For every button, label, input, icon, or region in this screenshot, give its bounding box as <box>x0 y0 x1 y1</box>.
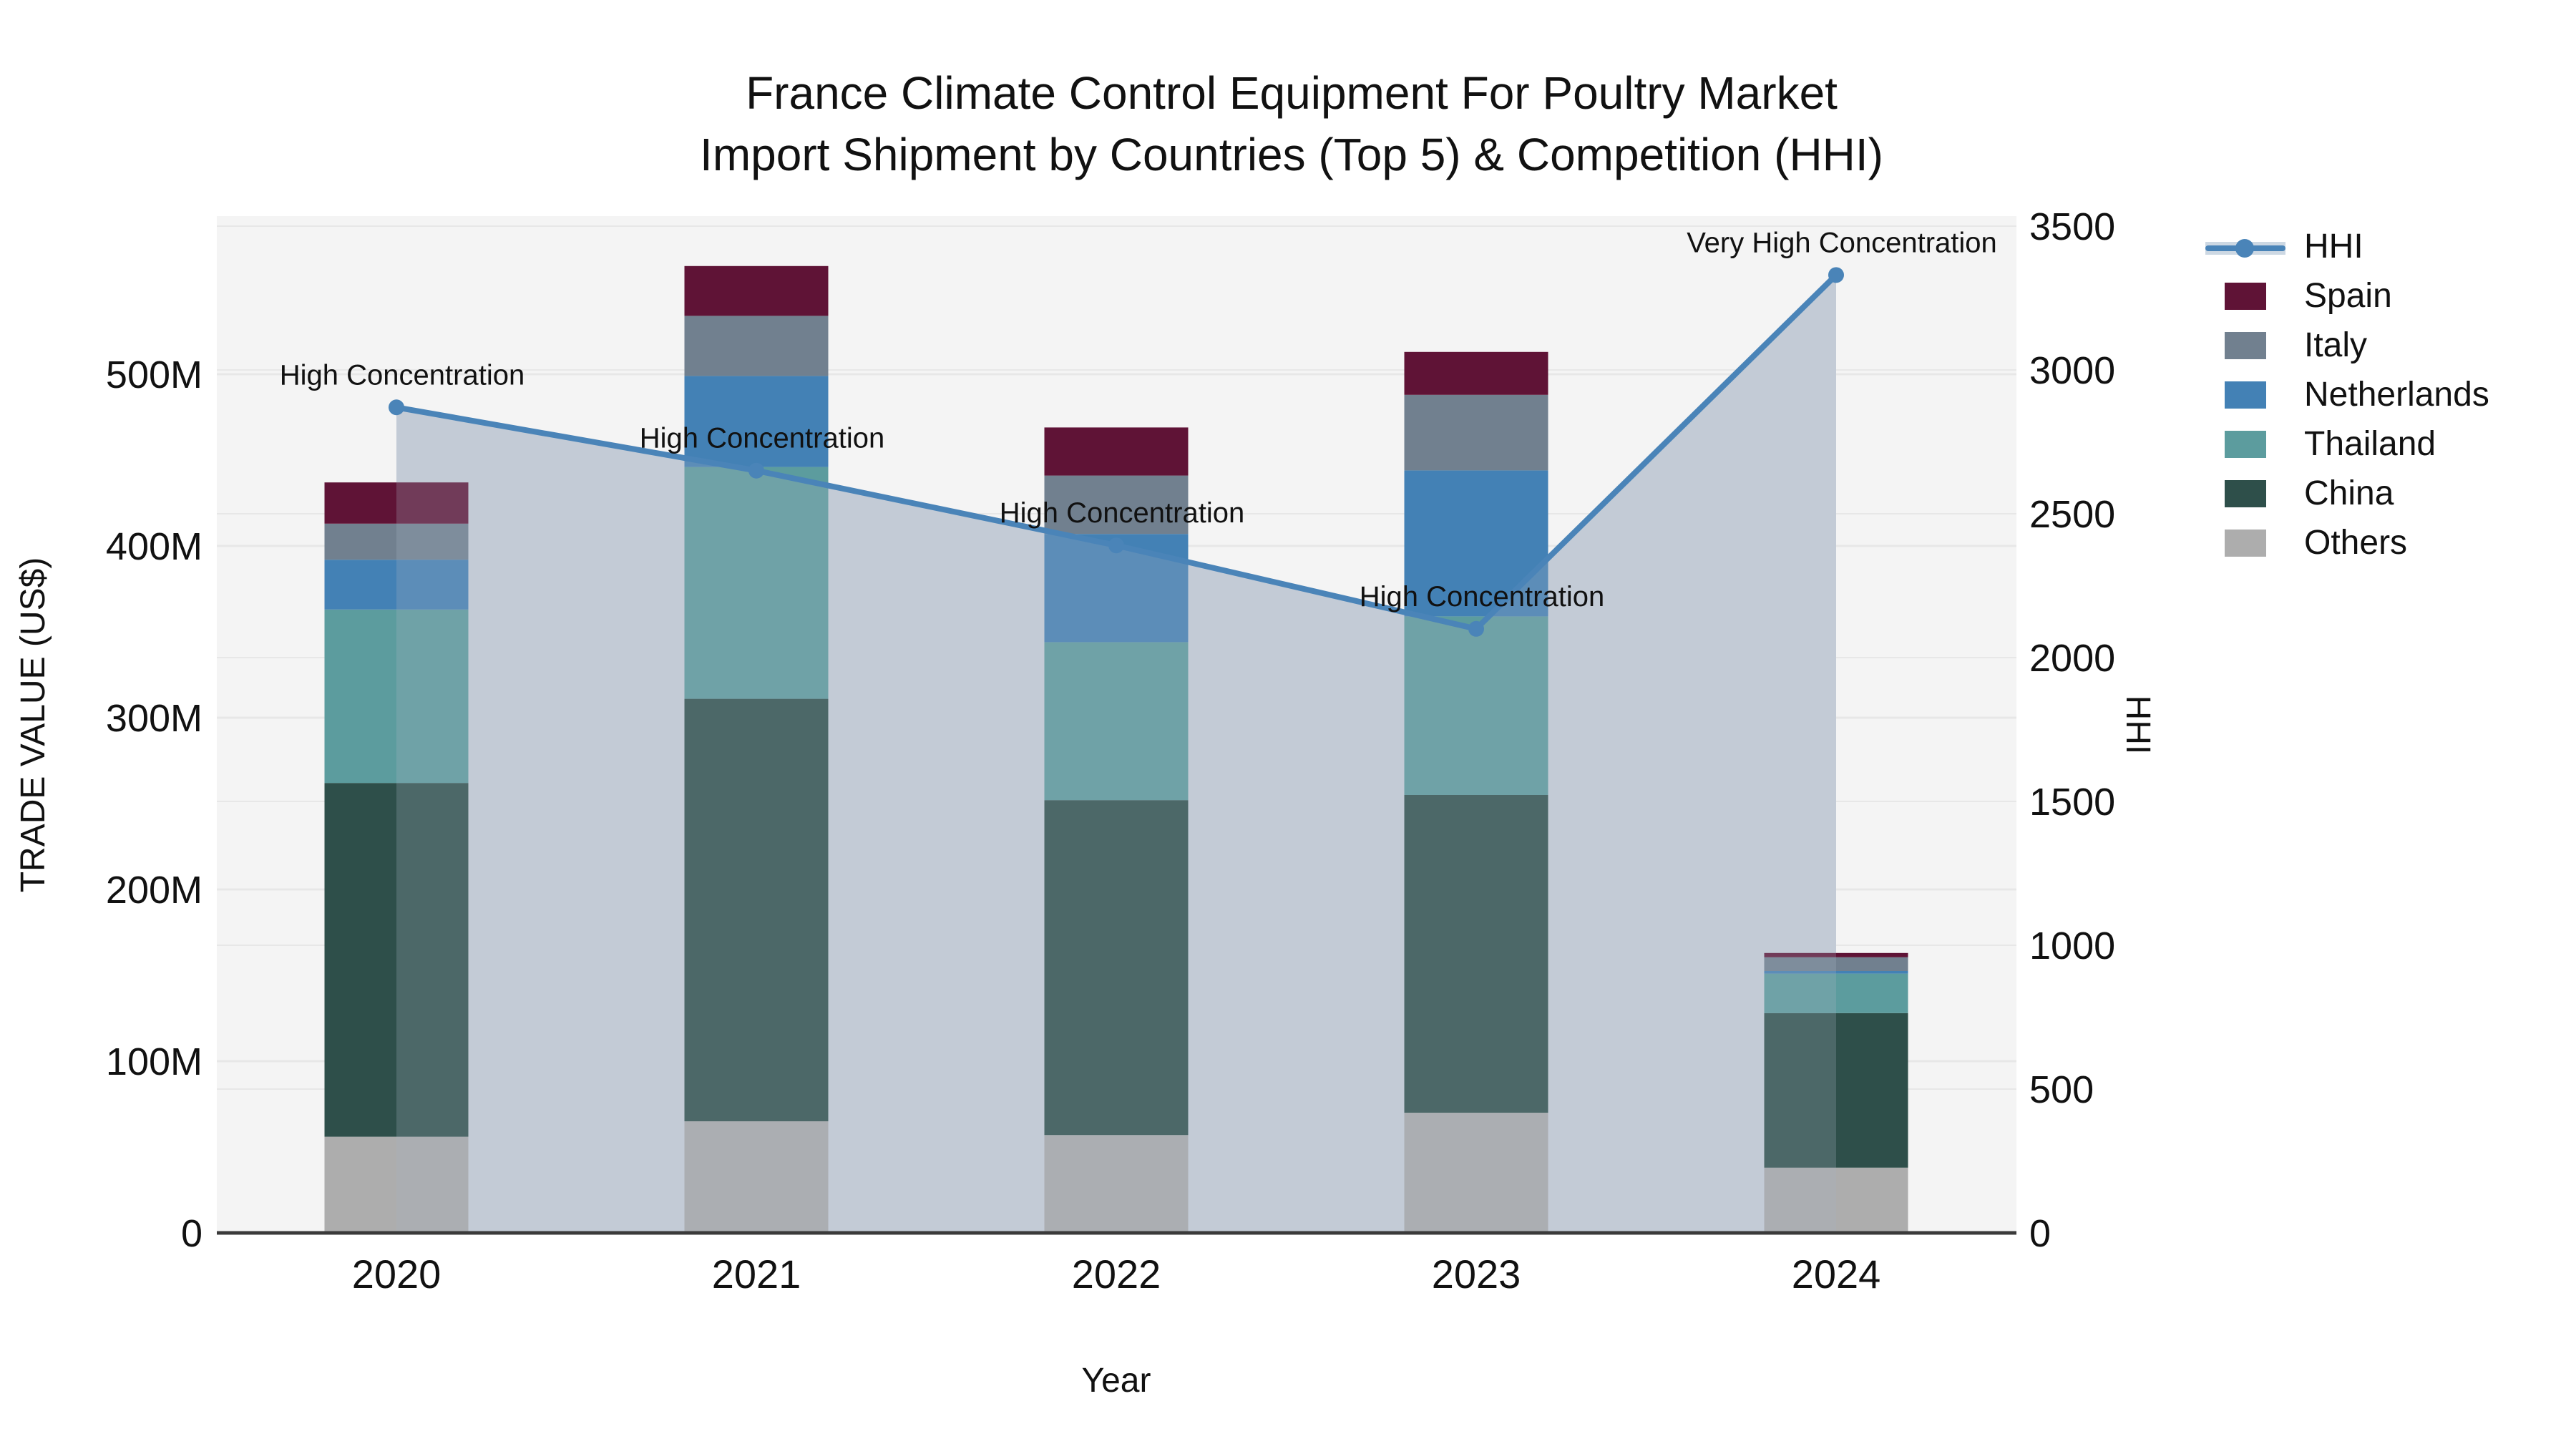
legend-item-italy: Italy <box>2205 321 2489 370</box>
hhi-area-overlay <box>396 275 1836 1234</box>
bar-segment-netherlands-2021 <box>684 376 829 467</box>
color-swatch <box>2225 529 2266 557</box>
hhi-marker-2020 <box>389 399 404 416</box>
color-swatch <box>2225 282 2266 310</box>
y-left-tick-300M: 300M <box>106 697 203 740</box>
bar-segment-netherlands-2020 <box>324 560 469 610</box>
annotation-2020: High Concentration <box>280 359 525 391</box>
bar-segment-spain-2022 <box>1044 427 1189 476</box>
legend-label: HHI <box>2304 228 2363 265</box>
bar-segment-thailand-2024 <box>1764 973 1908 1013</box>
legend-label: Netherlands <box>2304 376 2489 414</box>
y-right-tick-0: 0 <box>2029 1212 2051 1255</box>
annotation-2022: High Concentration <box>1000 497 1244 529</box>
color-swatch <box>2225 381 2266 409</box>
bar-segment-others-2023 <box>1404 1113 1548 1233</box>
bar-segment-netherlands-2024 <box>1764 971 1908 974</box>
x-tick-2024: 2024 <box>1792 1252 1881 1297</box>
y-left-tick-500M: 500M <box>106 353 203 396</box>
legend-item-netherlands: Netherlands <box>2205 370 2489 419</box>
bar-segment-others-2020 <box>324 1136 469 1233</box>
italy-swatch-icon <box>2205 331 2285 359</box>
axis-tick-labels: 0 100M 200M 300M 400M 500M 0 500 1000 1500 2000 250… <box>106 205 2115 1297</box>
bar-segment-others-2024 <box>1764 1167 1908 1233</box>
legend-item-china: China <box>2205 469 2489 518</box>
color-swatch <box>2225 331 2266 359</box>
legend-label: Others <box>2304 524 2408 562</box>
hhi-area-overlay-shape <box>396 275 1836 1234</box>
bar-segment-thailand-2022 <box>1044 642 1189 801</box>
chart-title-line2: Import Shipment by Countries (Top 5) & C… <box>700 129 1883 180</box>
hhi-marker-2021 <box>748 462 764 479</box>
color-swatch <box>2225 430 2266 458</box>
spain-swatch-icon <box>2205 282 2285 310</box>
bar-segment-thailand-2021 <box>684 467 829 699</box>
y-right-tick-500: 500 <box>2029 1068 2094 1111</box>
y-left-tick-200M: 200M <box>106 869 203 912</box>
color-swatch <box>2225 479 2266 507</box>
bar-segment-others-2021 <box>684 1121 829 1233</box>
y-left-tick-400M: 400M <box>106 525 203 568</box>
annotation-2023: High Concentration <box>1360 581 1604 613</box>
bar-segment-thailand-2023 <box>1404 616 1548 795</box>
bar-segment-thailand-2020 <box>324 609 469 784</box>
legend-item-thailand: Thailand <box>2205 419 2489 469</box>
x-tick-2023: 2023 <box>1432 1252 1521 1297</box>
y-left-tick-100M: 100M <box>106 1040 203 1083</box>
x-tick-2022: 2022 <box>1072 1252 1161 1297</box>
hhi-marker-2024 <box>1828 267 1844 283</box>
legend-item-spain: Spain <box>2205 271 2489 321</box>
legend-dot <box>2235 238 2254 258</box>
annotations: High Concentration High Concentration High… <box>280 227 1997 612</box>
hhi-marker-2023 <box>1468 620 1484 637</box>
china-swatch-icon <box>2205 479 2285 507</box>
bar-segment-netherlands-2023 <box>1404 470 1548 617</box>
bar-segment-italy-2020 <box>324 523 469 560</box>
hhi-line-legend-icon <box>2205 233 2285 260</box>
y-right-tick-2500: 2500 <box>2029 493 2115 536</box>
bar-segment-china-2021 <box>684 698 829 1121</box>
netherlands-swatch-icon <box>2205 381 2285 409</box>
x-tick-2021: 2021 <box>712 1252 801 1297</box>
bar-segment-spain-2021 <box>684 265 829 316</box>
y-right-tick-1500: 1500 <box>2029 781 2115 824</box>
bar-segment-italy-2023 <box>1404 394 1548 471</box>
bar-segment-china-2022 <box>1044 800 1189 1136</box>
chart-title-line1: France Climate Control Equipment For Pou… <box>746 67 1838 119</box>
y-right-tick-2000: 2000 <box>2029 637 2115 680</box>
legend-label: Thailand <box>2304 425 2436 463</box>
y-axis-left-label: TRADE VALUE (US$) <box>14 557 52 893</box>
bar-segment-others-2022 <box>1044 1135 1189 1233</box>
y-right-tick-3000: 3000 <box>2029 349 2115 392</box>
annotation-2024: Very High Concentration <box>1687 227 1997 258</box>
y-right-tick-1000: 1000 <box>2029 924 2115 967</box>
bar-segment-china-2024 <box>1764 1013 1908 1168</box>
legend-label: China <box>2304 474 2394 512</box>
y-right-tick-3500: 3500 <box>2029 205 2115 248</box>
bar-segment-italy-2021 <box>684 316 829 376</box>
hhi-marker-2022 <box>1108 537 1124 554</box>
bar-segment-italy-2022 <box>1044 475 1189 535</box>
legend-label: Spain <box>2304 277 2392 315</box>
bar-segment-china-2023 <box>1404 795 1548 1113</box>
legend-item-hhi: HHI <box>2205 222 2489 271</box>
bar-segment-spain-2023 <box>1404 351 1548 395</box>
y-axis-right-label: HHI <box>2119 696 2157 755</box>
bar-segment-italy-2024 <box>1764 957 1908 971</box>
annotation-2021: High Concentration <box>640 423 884 454</box>
others-swatch-icon <box>2205 529 2285 557</box>
bar-segment-spain-2020 <box>324 482 469 524</box>
x-axis-label: Year <box>1082 1362 1151 1400</box>
bar-segment-spain-2024 <box>1764 952 1908 957</box>
chart-legend: HHI Spain Italy Netherlands Thailand China Oth… <box>2205 222 2489 567</box>
x-tick-2020: 2020 <box>352 1252 441 1297</box>
legend-item-others: Others <box>2205 518 2489 567</box>
stacked-bars <box>324 265 1908 1233</box>
thailand-swatch-icon <box>2205 430 2285 458</box>
hhi-line <box>389 267 1844 637</box>
legend-label: Italy <box>2304 326 2368 364</box>
y-left-tick-0: 0 <box>181 1212 203 1255</box>
bar-segment-china-2020 <box>324 783 469 1137</box>
